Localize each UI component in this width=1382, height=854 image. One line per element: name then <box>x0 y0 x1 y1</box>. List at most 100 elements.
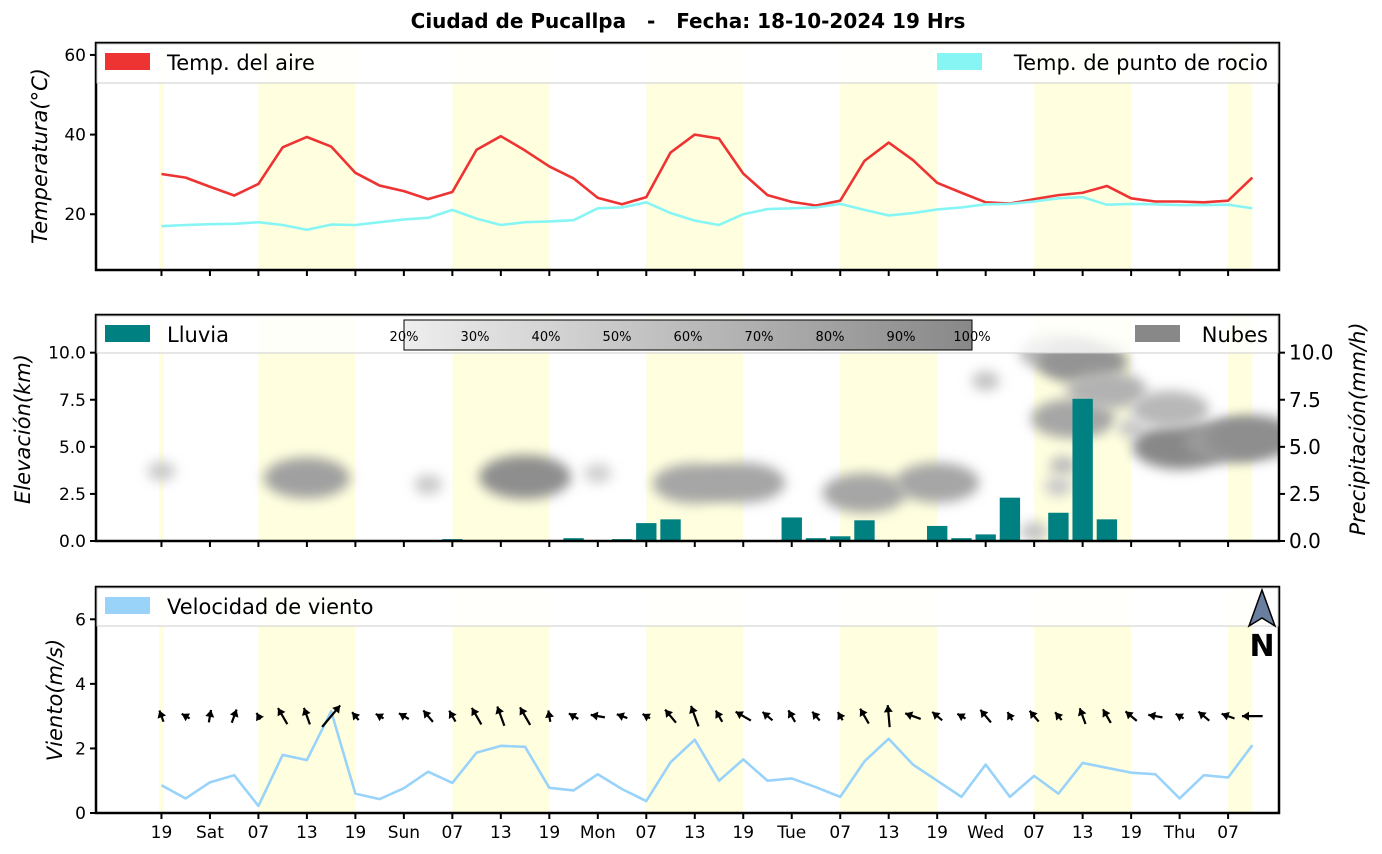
colorbar-label: 90% <box>887 330 916 345</box>
x-tick-label: Sun <box>388 823 420 843</box>
x-tick-label: 13 <box>1072 823 1094 843</box>
x-tick-label: 19 <box>539 823 561 843</box>
wind-arrow <box>761 711 774 722</box>
wind-arrow <box>448 710 457 723</box>
cloud-cell <box>1206 415 1279 460</box>
wind-arrow <box>1028 710 1040 723</box>
legend: Temp. del aire Temp. de punto de rocio <box>96 43 1279 84</box>
wind-arrow <box>1124 710 1138 722</box>
x-tick-label: 07 <box>1023 823 1045 843</box>
wind-direction-arrows <box>157 704 1263 728</box>
cloud-cell <box>147 461 176 482</box>
wind-arrow <box>735 710 752 722</box>
x-tick-label: 07 <box>829 823 851 843</box>
wind-arrow <box>590 711 606 721</box>
north-arrow-icon: N <box>1247 587 1277 664</box>
rain-bar <box>1048 512 1069 541</box>
x-tick-label: 13 <box>296 823 318 843</box>
wind-speed-line <box>160 709 1254 808</box>
wind-arrow <box>1077 707 1087 725</box>
rain-bar <box>563 538 584 541</box>
wind-arrow <box>255 712 264 722</box>
wind-arrow <box>181 712 191 722</box>
y-tick-label: 2.5 <box>1289 482 1321 506</box>
right-y-axis-ticks: 0.0 2.5 5.0 7.5 10.0 <box>1279 341 1334 553</box>
x-tick-label: 19 <box>926 823 948 843</box>
wind-arrow <box>495 706 506 727</box>
temperature-lines <box>161 133 1254 232</box>
wind-arrow <box>302 707 311 725</box>
y-tick-label: 0.0 <box>59 532 86 552</box>
wind-arrow <box>277 707 289 725</box>
cloud-cell <box>1130 390 1209 428</box>
wind-arrow <box>375 712 385 722</box>
colorbar-label: 100% <box>953 330 990 345</box>
colorbar-label: 80% <box>816 330 845 345</box>
legend-swatch-clouds <box>1135 325 1180 342</box>
y-axis-ticks: 20 40 60 <box>64 46 96 225</box>
rain-bar <box>975 534 996 541</box>
rain-bar <box>1072 398 1093 541</box>
day-band <box>159 315 164 541</box>
dew-point-line <box>161 195 1253 232</box>
cloud-cell <box>414 474 443 495</box>
wind-arrow <box>904 711 922 720</box>
legend-label-clouds: Nubes <box>1202 323 1268 347</box>
x-tick-label: Tue <box>776 823 806 843</box>
colorbar-label: 70% <box>745 330 774 345</box>
y-tick-label: 2.5 <box>59 485 86 505</box>
colorbar-label: 30% <box>461 330 490 345</box>
wind-arrow <box>422 709 434 723</box>
x-tick-label: Sat <box>196 823 224 843</box>
legend-swatch-dew-point <box>937 53 982 70</box>
rain-bar <box>781 517 802 541</box>
colorbar-label: 50% <box>603 330 632 345</box>
x-tick-label: 19 <box>151 823 173 843</box>
legend: Velocidad de viento <box>96 587 1279 627</box>
legend-label-wind-speed: Velocidad de viento <box>167 595 373 619</box>
rain-bar <box>927 525 948 541</box>
colorbar-label: 40% <box>532 330 561 345</box>
panel-frame <box>94 41 1281 272</box>
wind-arrow <box>883 705 893 728</box>
x-tick-label: Wed <box>967 823 1004 843</box>
wind-arrow <box>979 709 992 724</box>
air-temp-line <box>161 133 1254 207</box>
x-axis-tick-labels: 19 Sat 07 13 19 Sun 07 13 19 Mon 07 13 19 Tue 07 13 19 We… <box>151 823 1239 843</box>
y-tick-label: 0.0 <box>1289 529 1321 553</box>
cloud-cell <box>971 370 1000 391</box>
day-band <box>159 587 164 813</box>
day-band <box>159 43 164 270</box>
wind-arrow <box>205 709 215 723</box>
x-axis-ticks <box>160 270 1230 276</box>
wind-arrow <box>1197 710 1210 722</box>
x-tick-label: 19 <box>732 823 754 843</box>
cloud-cell <box>822 472 907 513</box>
wind-arrow <box>157 710 167 723</box>
panel-frame <box>94 313 1281 543</box>
precipitation-panel: 0.0 2.5 5.0 7.5 10.0 0.0 2.5 5.0 7.5 10.0 Elevac… <box>11 313 1370 553</box>
wind-arrow <box>811 710 821 722</box>
wind-arrow <box>859 708 870 725</box>
figure-title: Ciudad de Pucallpa - Fecha: 18-10-2024 1… <box>411 9 966 33</box>
cloud-cell <box>263 457 350 499</box>
right-y-axis-label: Precipitación(mm/h) <box>1346 322 1370 535</box>
panel-frame <box>94 585 1281 815</box>
legend-label-dew-point: Temp. de punto de rocio <box>1013 51 1268 75</box>
legend-swatch-wind-speed <box>105 597 150 614</box>
cloud-colorbar: 20% 30% 40% 50% 60% 70% 80% 90% 100% <box>390 319 991 351</box>
legend-label-rain: Lluvia <box>167 323 229 347</box>
wind-arrow <box>836 711 846 721</box>
north-label: N <box>1249 629 1274 664</box>
legend-label-air-temp: Temp. del aire <box>166 51 315 75</box>
y-tick-label: 40 <box>64 126 86 146</box>
x-tick-label: Thu <box>1163 823 1196 843</box>
y-tick-label: 4 <box>75 675 86 695</box>
cloud-cell <box>479 454 572 499</box>
wind-arrow <box>321 704 342 728</box>
wind-arrow <box>519 706 532 726</box>
x-tick-label: 07 <box>635 823 657 843</box>
wind-arrow <box>689 705 700 727</box>
temperature-panel: 20 40 60 Temperatura(°C) Temp. del aire Te… <box>28 41 1281 276</box>
